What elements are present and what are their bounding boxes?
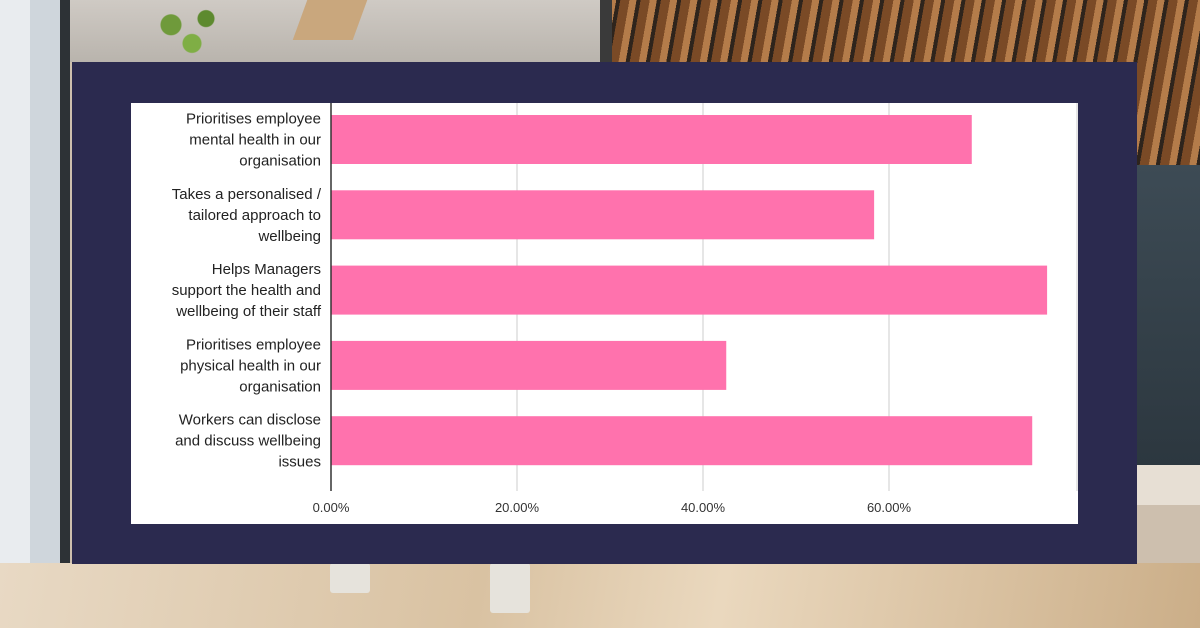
bar <box>331 115 972 164</box>
hanging-plant <box>150 0 220 62</box>
desk <box>1137 465 1200 505</box>
dark-wall <box>1137 165 1200 465</box>
bars <box>331 115 1048 466</box>
window <box>0 0 70 628</box>
category-label: and discuss wellbeing <box>175 433 321 450</box>
category-label: Helps Managers <box>212 261 321 278</box>
bar-chart: Prioritises employee mental health in our… <box>172 103 1078 515</box>
waste-bin <box>490 563 530 613</box>
x-tick-label: 0.00% <box>313 500 350 515</box>
category-labels: Prioritises employee mental health in our… <box>172 111 322 471</box>
category-label: issues <box>278 454 321 471</box>
bar <box>331 190 875 240</box>
x-tick-label: 60.00% <box>867 500 912 515</box>
category-label: Prioritises employee <box>186 111 321 128</box>
tick-labels: 0.00% 20.00% 40.00% 60.00% <box>313 500 912 515</box>
wooden-floor <box>0 563 1200 628</box>
bar <box>331 416 1033 466</box>
category-label: wellbeing <box>257 228 321 245</box>
x-tick-label: 40.00% <box>681 500 726 515</box>
bar <box>331 340 727 390</box>
category-label: tailored approach to <box>188 207 321 224</box>
category-label: wellbeing of their staff <box>175 303 322 320</box>
category-label: physical health in our <box>180 357 321 374</box>
category-label: organisation <box>239 378 321 395</box>
x-tick-label: 20.00% <box>495 500 540 515</box>
category-label: organisation <box>239 153 321 170</box>
category-label: Prioritises employee <box>186 336 321 353</box>
chart-panel: Prioritises employee mental health in our… <box>131 103 1078 524</box>
steel-column <box>600 0 612 62</box>
category-label: Takes a personalised / <box>172 186 322 203</box>
category-label: mental health in our <box>189 132 321 149</box>
category-label: support the health and <box>172 282 321 299</box>
category-label: Workers can disclose <box>179 412 321 429</box>
waste-bin <box>330 563 370 593</box>
bar <box>331 265 1048 315</box>
